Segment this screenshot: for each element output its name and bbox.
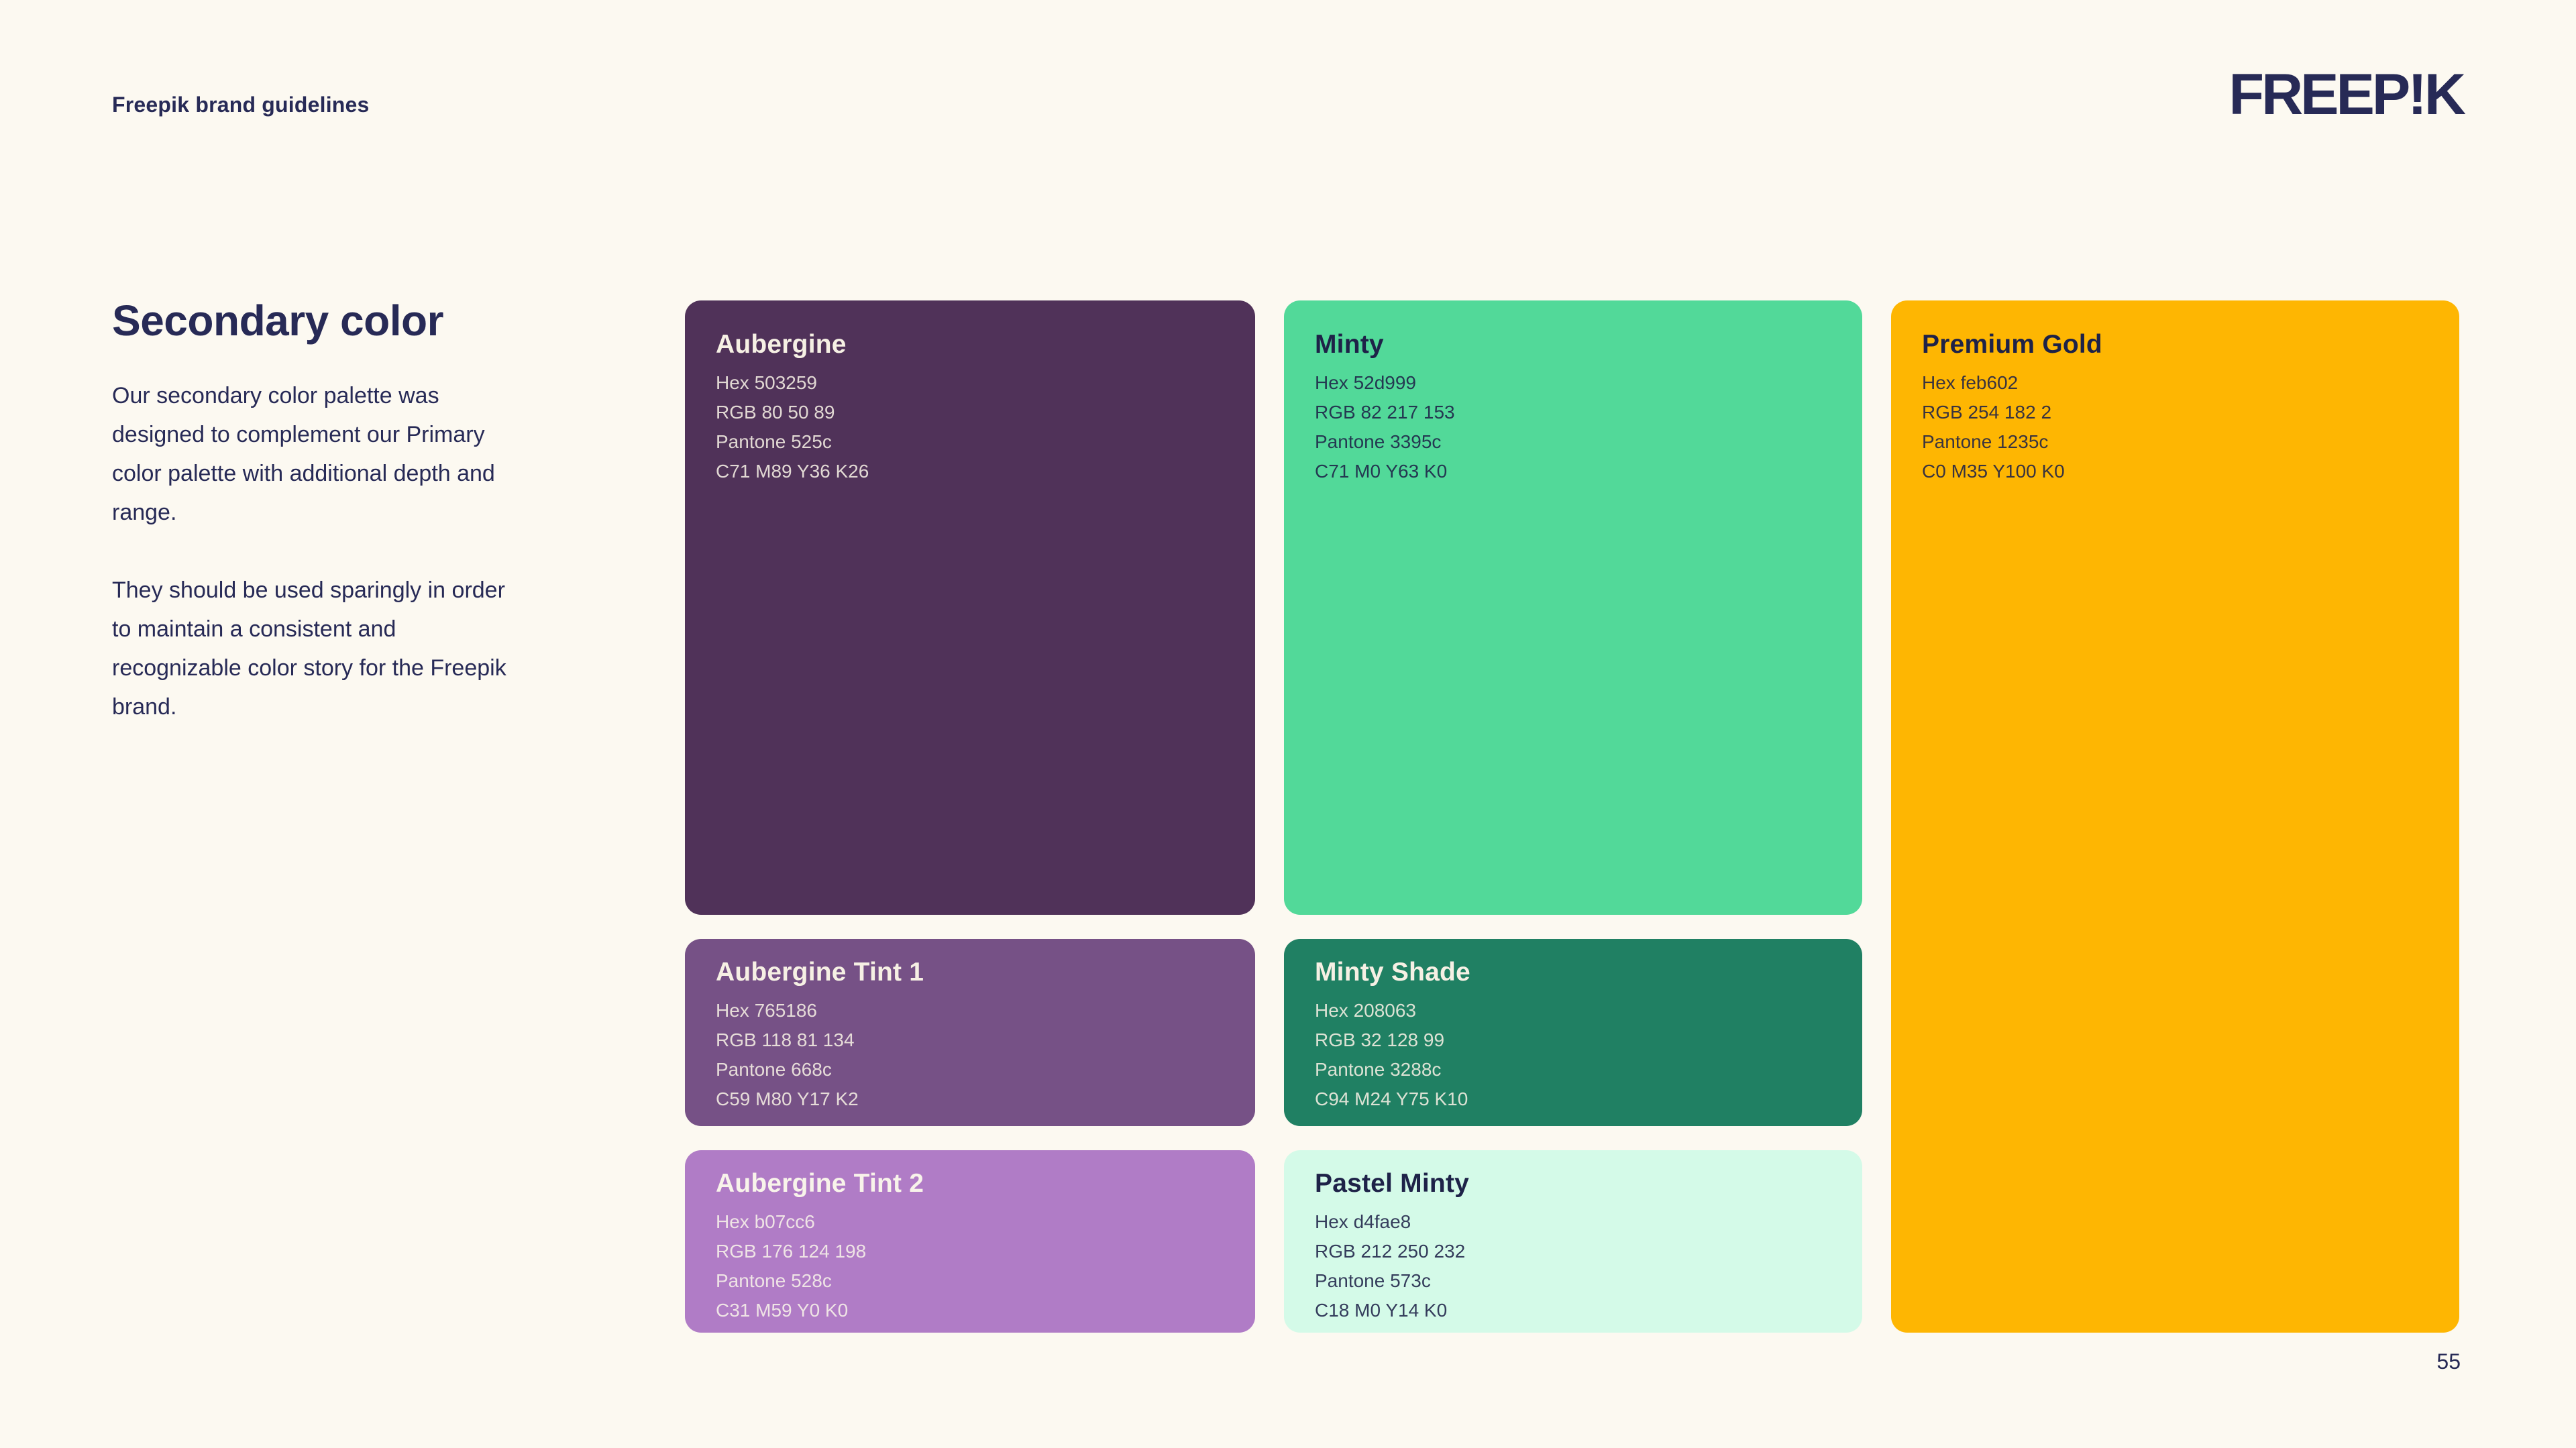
card-title: Minty xyxy=(1315,330,1384,359)
card-cmyk: C59 M80 Y17 K2 xyxy=(716,1089,859,1109)
card-pantone: Pantone 3395c xyxy=(1315,431,1442,452)
card-rgb: RGB 80 50 89 xyxy=(716,402,835,423)
card-rgb: RGB 212 250 232 xyxy=(1315,1241,1466,1262)
card-rgb: RGB 82 217 153 xyxy=(1315,402,1455,423)
color-card-minty: Minty Hex 52d999 RGB 82 217 153 Pantone … xyxy=(1284,300,1862,915)
card-cmyk: C18 M0 Y14 K0 xyxy=(1315,1300,1448,1321)
card-hex: Hex feb602 xyxy=(1922,372,2019,393)
color-card-pastel-minty: Pastel Minty Hex d4fae8 RGB 212 250 232 … xyxy=(1284,1150,1862,1333)
color-card-grid: Aubergine Hex 503259 RGB 80 50 89 Panton… xyxy=(685,300,2459,1333)
page-title: Secondary color xyxy=(112,296,444,345)
card-cmyk: C0 M35 Y100 K0 xyxy=(1922,461,2065,482)
card-title: Premium Gold xyxy=(1922,330,2102,359)
card-pantone: Pantone 3288c xyxy=(1315,1059,1442,1080)
card-pantone: Pantone 525c xyxy=(716,431,832,452)
card-cmyk: C31 M59 Y0 K0 xyxy=(716,1300,849,1321)
color-card-aubergine-tint-2: Aubergine Tint 2 Hex b07cc6 RGB 176 124 … xyxy=(685,1150,1255,1333)
card-rgb: RGB 32 128 99 xyxy=(1315,1029,1445,1050)
card-title: Aubergine xyxy=(716,330,847,359)
card-hex: Hex b07cc6 xyxy=(716,1211,815,1232)
card-title: Pastel Minty xyxy=(1315,1169,1469,1198)
card-hex: Hex d4fae8 xyxy=(1315,1211,1411,1232)
card-cmyk: C71 M0 Y63 K0 xyxy=(1315,461,1448,482)
color-card-aubergine-tint-1: Aubergine Tint 1 Hex 765186 RGB 118 81 1… xyxy=(685,939,1255,1126)
card-rgb: RGB 118 81 134 xyxy=(716,1029,855,1050)
card-title: Aubergine Tint 1 xyxy=(716,958,924,987)
card-rgb: RGB 254 182 2 xyxy=(1922,402,2052,423)
card-pantone: Pantone 1235c xyxy=(1922,431,2049,452)
card-title: Minty Shade xyxy=(1315,958,1470,987)
intro-paragraph-2: They should be used sparingly in order t… xyxy=(112,577,506,720)
card-hex: Hex 52d999 xyxy=(1315,372,1417,393)
card-hex: Hex 503259 xyxy=(716,372,818,393)
card-hex: Hex 208063 xyxy=(1315,1000,1417,1021)
brand-label: Freepik brand guidelines xyxy=(112,93,370,117)
color-card-minty-shade: Minty Shade Hex 208063 RGB 32 128 99 Pan… xyxy=(1284,939,1862,1126)
page-number: 55 xyxy=(2436,1349,2461,1374)
color-card-premium-gold: Premium Gold Hex feb602 RGB 254 182 2 Pa… xyxy=(1891,300,2459,1333)
card-pantone: Pantone 528c xyxy=(716,1270,832,1291)
card-cmyk: C94 M24 Y75 K10 xyxy=(1315,1089,1468,1109)
intro-section: Secondary color Our secondary color pale… xyxy=(112,296,541,765)
intro-paragraph-1: Our secondary color palette was designed… xyxy=(112,383,495,525)
card-pantone: Pantone 573c xyxy=(1315,1270,1431,1291)
card-title: Aubergine Tint 2 xyxy=(716,1169,924,1198)
card-cmyk: C71 M89 Y36 K26 xyxy=(716,461,869,482)
card-pantone: Pantone 668c xyxy=(716,1059,832,1080)
card-rgb: RGB 176 124 198 xyxy=(716,1241,867,1262)
color-card-aubergine: Aubergine Hex 503259 RGB 80 50 89 Panton… xyxy=(685,300,1255,915)
card-hex: Hex 765186 xyxy=(716,1000,818,1021)
freepik-logo: FREEP!K xyxy=(2229,62,2466,127)
